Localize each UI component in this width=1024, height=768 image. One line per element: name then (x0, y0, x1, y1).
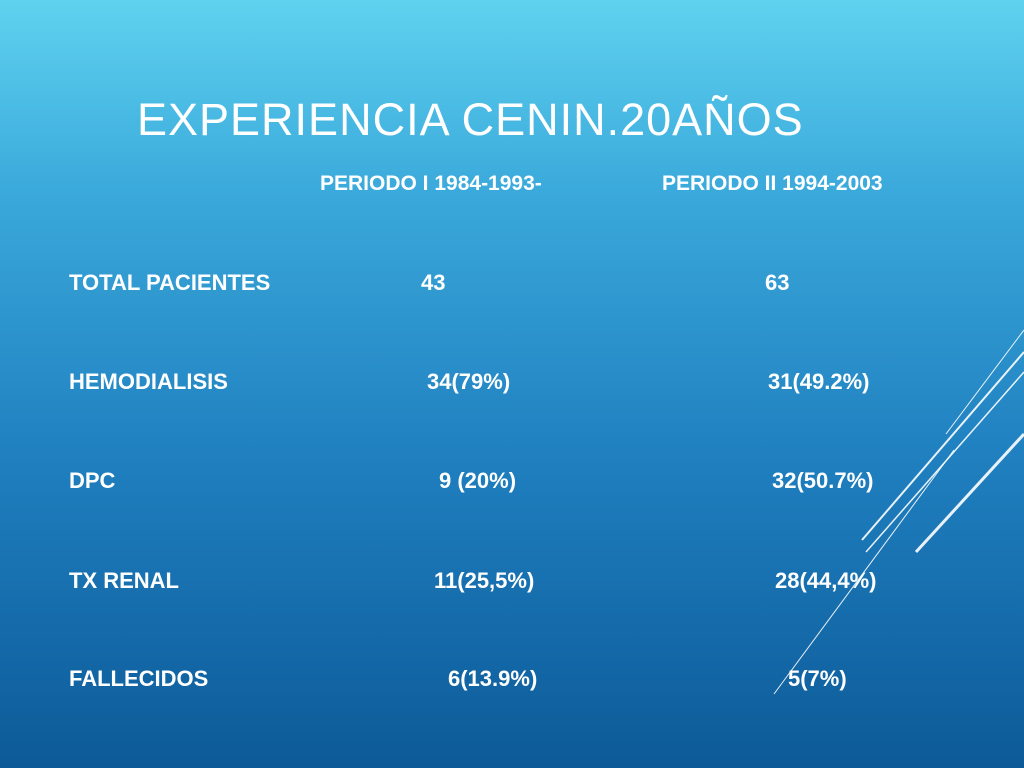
row-label: TOTAL PACIENTES (69, 270, 271, 295)
row-label: FALLECIDOS (69, 666, 209, 691)
row-label: TX RENAL (69, 568, 179, 593)
row-label: HEMODIALISIS (69, 369, 228, 394)
period-2-value: 31(49.2%) (768, 369, 870, 394)
period-1-value: 34(79%) (427, 369, 511, 394)
period-2-value: 5(7%) (788, 666, 847, 691)
period-1-header: PERIODO I 1984-1993- (320, 172, 542, 195)
decor-line-3 (865, 371, 1024, 553)
slide-title: EXPERIENCIA CENIN.20AÑOS (137, 94, 804, 145)
period-1-value: 43 (421, 270, 446, 295)
decor-line-1 (945, 329, 1024, 435)
period-2-header: PERIODO II 1994-2003 (662, 172, 883, 195)
decor-line-2 (861, 351, 1024, 541)
period-2-value: 28(44,4%) (775, 568, 877, 593)
period-1-value: 9 (20%) (439, 468, 517, 493)
period-1-value: 11(25,5%) (434, 568, 535, 593)
period-2-value: 63 (765, 270, 790, 295)
period-1-value: 6(13.9%) (448, 666, 538, 691)
period-2-value: 32(50.7%) (772, 468, 874, 493)
row-label: DPC (69, 468, 116, 493)
decor-line-4 (914, 432, 1024, 554)
